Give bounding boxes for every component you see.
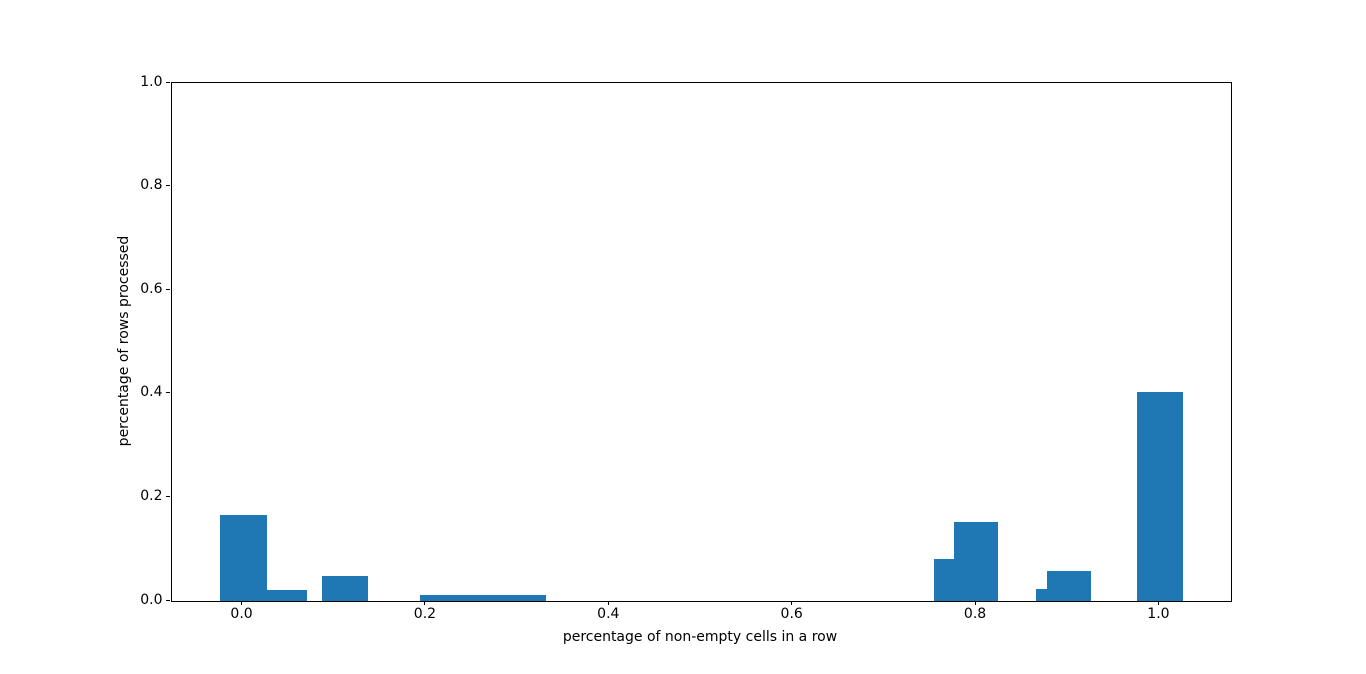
bar: [1136, 392, 1184, 601]
bar: [322, 576, 369, 601]
plot-area: [170, 82, 1232, 602]
x-tick-label: 1.0: [1147, 606, 1170, 622]
bar: [954, 522, 999, 601]
bar: [219, 514, 268, 601]
bar: [1035, 589, 1047, 601]
y-tick-label: 1.0: [140, 73, 163, 90]
bar: [267, 589, 307, 601]
x-tick-mark: [1157, 601, 1159, 605]
x-tick-mark: [974, 601, 976, 605]
x-tick-label: 0.4: [597, 606, 620, 622]
y-tick-label: 0.6: [140, 280, 163, 297]
y-tick-mark: [165, 599, 170, 601]
y-tick-mark: [165, 81, 170, 83]
y-tick-mark: [165, 288, 170, 290]
x-tick-mark: [607, 601, 609, 605]
x-tick-label: 0.8: [963, 606, 987, 622]
y-tick-label: 0.2: [140, 487, 163, 504]
x-tick-label: 0.6: [780, 606, 803, 622]
bar: [1046, 570, 1091, 601]
x-tick-label: 0.2: [413, 606, 437, 622]
y-tick-label: 0.0: [140, 591, 163, 608]
bar: [933, 558, 955, 601]
x-tick-mark: [791, 601, 793, 605]
y-tick-label: 0.4: [140, 384, 163, 401]
x-tick-mark: [424, 601, 426, 605]
bars-container: [172, 83, 1231, 601]
x-tick-label: 0.0: [230, 606, 253, 622]
y-tick-label: 0.8: [140, 177, 163, 194]
y-tick-mark: [165, 495, 170, 497]
x-tick-mark: [241, 601, 243, 605]
y-tick-mark: [165, 392, 170, 394]
x-axis-label: percentage of non-empty cells in a row: [562, 629, 838, 645]
bar: [419, 595, 547, 601]
y-axis-label: percentage of rows processed: [115, 235, 132, 447]
y-tick-mark: [165, 185, 170, 187]
